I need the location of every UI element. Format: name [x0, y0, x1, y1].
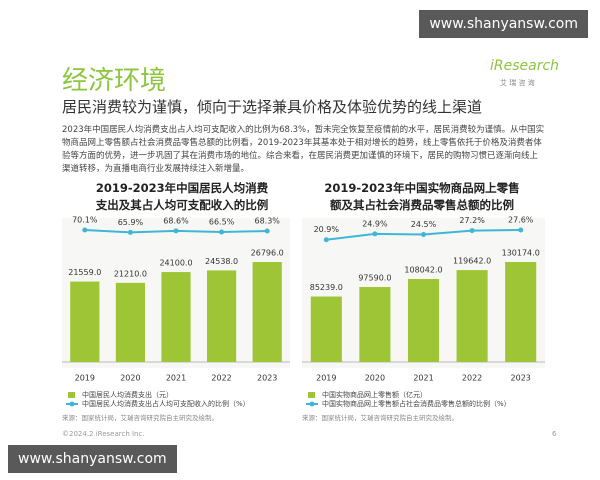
x-tick-label: 2021	[166, 374, 186, 383]
legend-marker	[309, 401, 315, 407]
legend-label: 中国实物商品网上零售额占社会消费品零售总额的比例（%）	[322, 399, 511, 408]
page-title: 经济环境	[62, 66, 167, 96]
legend-label: 中国居民人均消费支出（元）	[82, 390, 173, 399]
data-label: 85239.0	[310, 283, 343, 292]
logo-sub: 艾 瑞 咨 询	[500, 79, 535, 87]
subtitle: 居民消费较为谨慎，倾向于选择兼具价格及体验优势的线上渠道	[62, 98, 483, 116]
line-point	[372, 231, 378, 237]
data-label: 108042.0	[404, 266, 442, 275]
bar	[161, 272, 191, 362]
source: 来源：国家统计局，艾瑞咨询研究院自主研究及绘制。	[62, 413, 218, 422]
x-tick-label: 2020	[365, 374, 385, 383]
bar	[115, 282, 145, 362]
x-tick-label: 2022	[211, 374, 231, 383]
data-label: 24.9%	[362, 219, 388, 228]
data-label: 97590.0	[358, 274, 391, 283]
x-tick-label: 2021	[413, 374, 433, 383]
x-tick-label: 2019	[316, 374, 336, 383]
copyright: ©2024.2 iResearch Inc.	[62, 430, 145, 438]
watermark: www.shanyansw.com	[419, 10, 588, 38]
line-point	[421, 231, 426, 237]
logo: iResearch	[490, 58, 560, 74]
line-point	[323, 237, 329, 243]
data-label: 24100.0	[159, 259, 192, 268]
data-label: 68.6%	[163, 216, 189, 225]
line-point	[127, 229, 133, 235]
watermark: www.shanyansw.com	[8, 445, 177, 473]
paragraph: 2023年中国居民人均消费支出占人均可支配收入的比例为68.3%，暂未完全恢复至…	[62, 125, 545, 174]
bar	[505, 262, 537, 362]
legend-label: 中国实物商品网上零售额（亿元）	[322, 390, 427, 399]
data-label: 20.9%	[314, 225, 340, 234]
data-label: 24.5%	[411, 220, 437, 229]
x-tick-label: 2023	[511, 374, 531, 383]
line-point	[518, 227, 524, 233]
line-point	[219, 229, 225, 235]
chart-title: 2019-2023年中国实物商品网上零售额及其占社会消费品零售总额的比例	[324, 181, 520, 212]
legend-marker	[69, 401, 75, 407]
line-point	[82, 227, 88, 233]
data-label: 130174.0	[502, 249, 540, 258]
data-label: 119642.0	[453, 257, 491, 266]
line-point	[173, 228, 179, 234]
legend-label: 中国居民人均消费支出占人均可支配收入的比例（%）	[82, 399, 250, 408]
data-label: 66.5%	[209, 218, 235, 227]
bar	[252, 262, 282, 362]
data-label: 26796.0	[251, 249, 284, 258]
bar	[70, 281, 100, 362]
line-point	[469, 228, 475, 234]
data-label: 27.2%	[459, 216, 485, 225]
data-label: 65.9%	[118, 218, 144, 227]
bar	[310, 296, 342, 362]
chart-title: 2019-2023年中国居民人均消费支出及其占人均可支配收入的比例	[95, 181, 269, 212]
data-label: 21559.0	[68, 268, 101, 277]
bar	[207, 270, 237, 362]
line-point	[264, 228, 270, 234]
x-tick-label: 2022	[462, 374, 482, 383]
bar	[359, 287, 391, 362]
data-label: 21210.0	[114, 269, 147, 278]
bar	[407, 279, 440, 362]
x-tick-label: 2023	[257, 374, 277, 383]
data-label: 70.1%	[72, 216, 98, 225]
legend-swatch	[68, 392, 75, 398]
x-tick-label: 2019	[75, 374, 95, 383]
legend-swatch	[308, 392, 315, 398]
data-label: 68.3%	[254, 217, 280, 226]
bar	[456, 270, 488, 362]
data-label: 27.6%	[508, 216, 534, 225]
source: 来源：国家统计局，艾瑞咨询研究院自主研究及绘制。	[302, 413, 458, 422]
data-label: 24538.0	[205, 257, 238, 266]
x-tick-label: 2020	[120, 374, 140, 383]
page-number: 6	[552, 430, 557, 438]
